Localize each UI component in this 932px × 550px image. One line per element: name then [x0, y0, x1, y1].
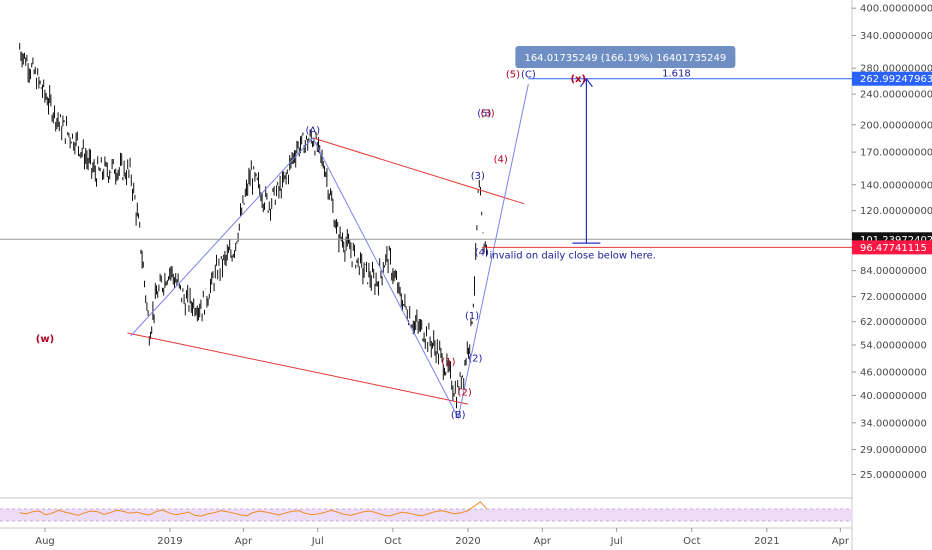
- y-tick-label-17: 400.00000000: [860, 4, 932, 15]
- wave-label-blue-3: (1): [465, 311, 479, 322]
- oscillator-band: [0, 509, 852, 521]
- price-candles: [19, 43, 487, 409]
- wave-label-blue-4: (2): [468, 353, 482, 364]
- wave-label-red-1: (x): [570, 74, 586, 85]
- y-tick-label-15: 280.00000000: [860, 64, 932, 75]
- measure-arrow-head: [579, 77, 593, 88]
- y-tick-label-1: 29.00000000: [860, 445, 927, 456]
- y-tick-label-4: 46.00000000: [860, 367, 927, 378]
- y-tick-label-2: 34.00000000: [860, 418, 927, 429]
- wave-label-red-2: (1): [441, 357, 455, 368]
- price-tag-target-bg: [852, 71, 932, 86]
- y-tick-label-13: 200.00000000: [860, 120, 932, 131]
- x-tick-label-2: Apr: [235, 536, 253, 547]
- price-tag-invalid-bg: [852, 240, 932, 255]
- price-tag-target-text: 262.99247963: [860, 74, 932, 85]
- wave-label-red-0: (w): [36, 334, 54, 345]
- wave-label-blue-5: (3): [471, 171, 485, 182]
- invalidation-note: invalid on daily close below here.: [490, 250, 656, 261]
- fib-level-label: 1.618: [662, 69, 691, 80]
- channel-upper-line: [312, 137, 525, 205]
- y-tick-label-7: 72.00000000: [860, 292, 927, 303]
- wave-label-blue-2: (C): [521, 69, 536, 80]
- channel-lower-line: [127, 332, 469, 405]
- y-tick-label-10: 120.00000000: [860, 206, 932, 217]
- x-tick-label-7: Jul: [610, 536, 623, 547]
- y-tick-label-3: 40.00000000: [860, 391, 927, 402]
- x-tick-label-6: Apr: [534, 536, 552, 547]
- wave-label-red-3: (2): [458, 387, 472, 398]
- wave-label-blue-7: (5): [477, 109, 491, 120]
- y-tick-label-14: 240.00000000: [860, 90, 932, 101]
- price-tag-current-text: 101.23972402: [860, 235, 932, 246]
- measure-label-box: [515, 46, 736, 68]
- y-tick-label-0: 25.00000000: [860, 470, 927, 481]
- measure-label-text: 164.01735249 (166.19%) 16401735249: [524, 53, 726, 64]
- x-tick-label-10: Apr: [832, 536, 850, 547]
- y-tick-label-11: 140.00000000: [860, 180, 932, 191]
- wave-label-red-6: (5): [506, 69, 520, 80]
- oscillator-line: [19, 501, 488, 517]
- x-tick-label-3: Jul: [311, 536, 324, 547]
- y-tick-label-6: 62.00000000: [860, 317, 927, 328]
- wave-label-blue-6: (4): [475, 247, 489, 258]
- x-tick-label-5: 2020: [455, 536, 480, 547]
- y-tick-label-8: 84.00000000: [860, 266, 927, 277]
- y-tick-label-5: 54.00000000: [860, 340, 927, 351]
- y-tick-label-12: 170.00000000: [860, 148, 932, 159]
- x-tick-label-0: Aug: [35, 536, 55, 547]
- x-tick-label-4: Oct: [384, 536, 401, 547]
- wave-label-blue-0: (A): [306, 125, 321, 136]
- price-tag-invalid-text: 96.47741115: [860, 243, 927, 254]
- wave-label-red-5: (4): [494, 154, 508, 165]
- x-tick-label-1: 2019: [157, 536, 182, 547]
- abc-pattern-line: [130, 83, 529, 420]
- x-tick-label-9: 2021: [754, 536, 779, 547]
- x-tick-label-8: Oct: [683, 536, 700, 547]
- wave-label-red-4: (3): [481, 109, 495, 120]
- wave-label-blue-1: (B): [451, 410, 466, 421]
- y-tick-label-16: 340.00000000: [860, 31, 932, 42]
